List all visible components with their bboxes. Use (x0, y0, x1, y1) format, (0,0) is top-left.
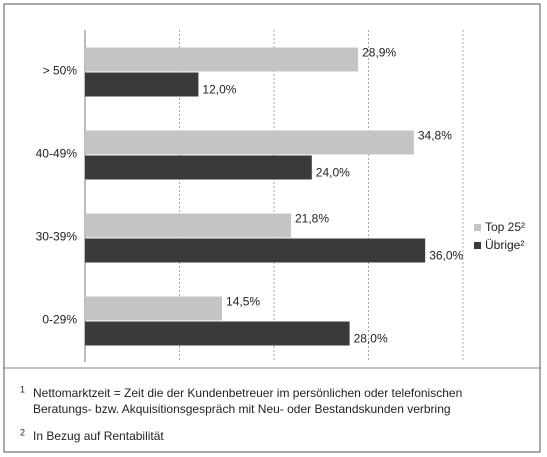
legend-swatch (474, 242, 481, 249)
value-label: 28,0% (354, 332, 388, 346)
footnote-marker: 2 (20, 427, 25, 437)
bar (85, 238, 426, 263)
value-label: 36,0% (429, 249, 463, 263)
value-label: 28,9% (362, 46, 396, 60)
legend-label: Top 25² (485, 220, 525, 234)
legend-label: Übrige² (485, 238, 524, 252)
y-tick-label: 40-49% (36, 147, 78, 161)
value-label: 24,0% (316, 166, 350, 180)
bar (85, 47, 359, 72)
bar (85, 130, 414, 155)
bar (85, 213, 292, 238)
y-tick-label: > 50% (43, 64, 78, 78)
value-label: 21,8% (295, 212, 329, 226)
legend-swatch (474, 224, 481, 231)
footnote-text: Beratungs- bzw. Akquisitionsgespräch mit… (33, 402, 451, 416)
footnote-text: In Bezug auf Rentabilität (33, 429, 164, 443)
value-label: 34,8% (418, 129, 452, 143)
bar (85, 72, 199, 97)
y-tick-label: 30-39% (36, 230, 78, 244)
bar (85, 296, 223, 321)
footnote-marker: 1 (20, 384, 25, 394)
bar (85, 321, 350, 346)
frame (3, 3, 541, 453)
bar (85, 155, 312, 180)
y-tick-label: 0-29% (42, 313, 77, 327)
value-label: 12,0% (202, 83, 236, 97)
value-label: 14,5% (226, 295, 260, 309)
footnote-text: Nettomarktzeit = Zeit die der Kundenbetr… (33, 386, 462, 400)
